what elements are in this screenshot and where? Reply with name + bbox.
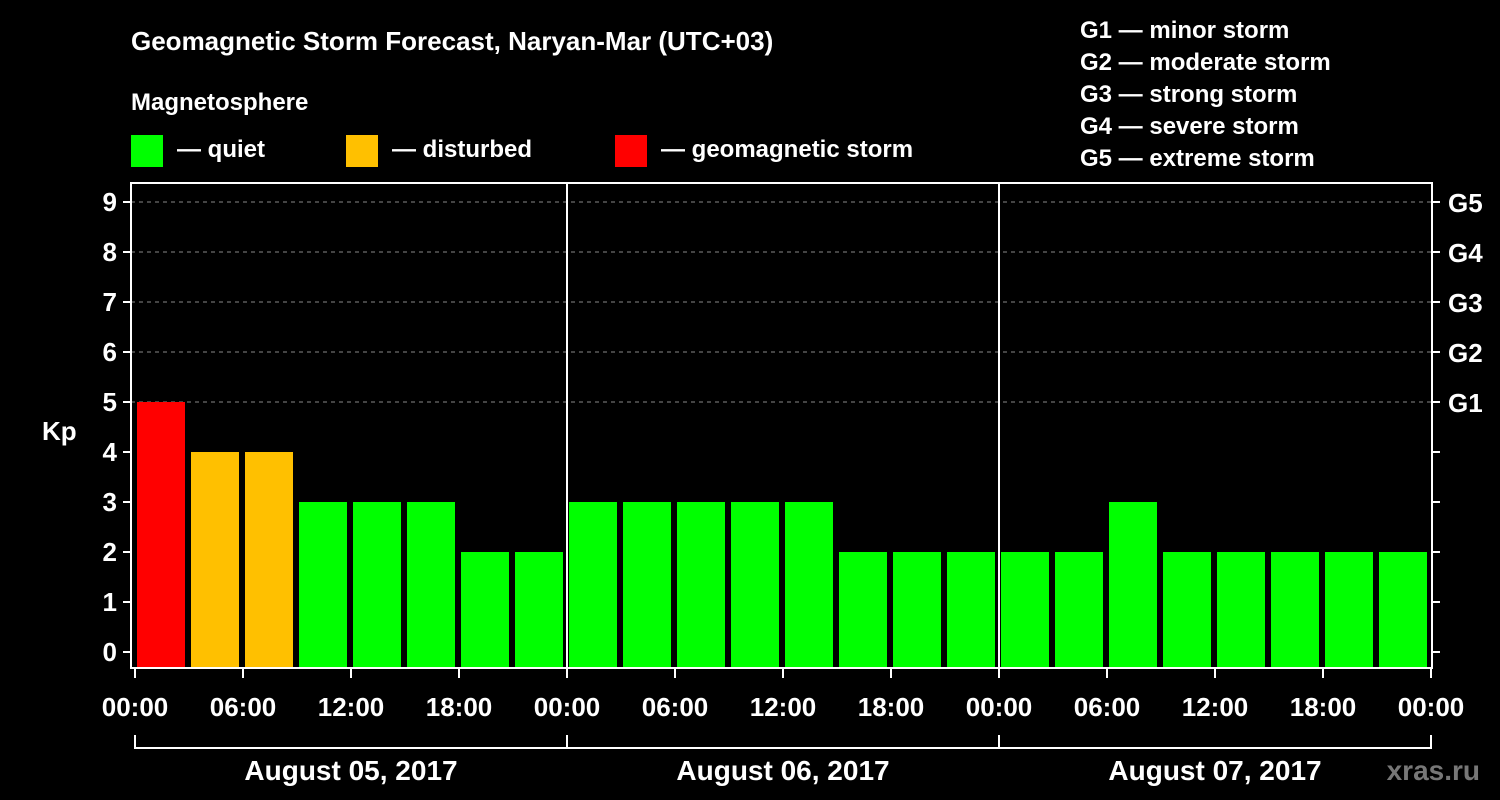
- bar-kp: [461, 552, 509, 667]
- day-label: August 07, 2017: [1108, 755, 1321, 786]
- x-tick-label: 18:00: [426, 692, 493, 722]
- legend-label: — quiet: [177, 136, 265, 163]
- g-scale-item: G3 — strong storm: [1080, 81, 1297, 108]
- bar-kp: [569, 502, 617, 667]
- g-tick-label: G3: [1448, 288, 1483, 318]
- y-tick-label: 4: [103, 437, 118, 467]
- bar-kp: [245, 452, 293, 667]
- g-tick-label: G5: [1448, 188, 1483, 218]
- g-tick-label: G2: [1448, 338, 1483, 368]
- x-tick-label: 00:00: [534, 692, 601, 722]
- bar-kp: [1055, 552, 1103, 667]
- x-tick-label: 18:00: [1290, 692, 1357, 722]
- chart-title: Geomagnetic Storm Forecast, Naryan-Mar (…: [131, 26, 773, 56]
- x-tick-label: 06:00: [642, 692, 709, 722]
- y-tick-label: 3: [103, 487, 117, 517]
- bar-kp: [1325, 552, 1373, 667]
- x-tick-label: 06:00: [1074, 692, 1141, 722]
- x-tick-label: 00:00: [966, 692, 1033, 722]
- plot-frame: [130, 182, 1433, 669]
- legend-swatch: [131, 135, 163, 167]
- y-tick-label: 6: [103, 337, 117, 367]
- legend-label: — disturbed: [392, 136, 532, 163]
- legend-swatch: [615, 135, 647, 167]
- bar-kp: [947, 552, 995, 667]
- bar-kp: [1379, 552, 1427, 667]
- x-tick-label: 12:00: [1182, 692, 1249, 722]
- bar-kp: [1163, 552, 1211, 667]
- y-tick-label: 9: [103, 187, 117, 217]
- legend-swatch: [346, 135, 378, 167]
- g-tick-label: G1: [1448, 388, 1483, 418]
- x-tick-label: 18:00: [858, 692, 925, 722]
- g-scale-item: G5 — extreme storm: [1080, 145, 1315, 172]
- g-scale-item: G4 — severe storm: [1080, 113, 1299, 140]
- bar-kp: [191, 452, 239, 667]
- legend-title: Magnetosphere: [131, 89, 308, 116]
- y-tick-label: 2: [103, 537, 117, 567]
- bar-kp: [677, 502, 725, 667]
- y-axis-label: Kp: [42, 416, 77, 446]
- bar-kp: [893, 552, 941, 667]
- bar-kp: [1271, 552, 1319, 667]
- y-tick-label: 1: [103, 587, 117, 617]
- bar-kp: [353, 502, 401, 667]
- bar-kp: [623, 502, 671, 667]
- day-label: August 05, 2017: [244, 755, 457, 786]
- g-tick-label: G4: [1448, 238, 1483, 268]
- bar-kp: [785, 502, 833, 667]
- bar-kp: [299, 502, 347, 667]
- day-label: August 06, 2017: [676, 755, 889, 786]
- x-tick-label: 12:00: [318, 692, 385, 722]
- y-tick-label: 5: [103, 387, 117, 417]
- legend-label: — geomagnetic storm: [661, 136, 913, 163]
- y-tick-label: 7: [103, 287, 117, 317]
- watermark: xras.ru: [1387, 755, 1480, 786]
- x-tick-label: 00:00: [1398, 692, 1465, 722]
- x-tick-label: 06:00: [210, 692, 277, 722]
- y-tick-label: 0: [103, 637, 117, 667]
- bar-kp: [515, 552, 563, 667]
- bar-kp: [839, 552, 887, 667]
- g-scale-item: G1 — minor storm: [1080, 17, 1289, 44]
- bar-kp: [1109, 502, 1157, 667]
- g-scale-item: G2 — moderate storm: [1080, 49, 1331, 76]
- bar-kp: [1001, 552, 1049, 667]
- x-tick-label: 00:00: [102, 692, 169, 722]
- bar-kp: [1217, 552, 1265, 667]
- y-tick-label: 8: [103, 237, 117, 267]
- bar-kp: [731, 502, 779, 667]
- x-tick-label: 12:00: [750, 692, 817, 722]
- day-bracket: [134, 735, 1432, 749]
- bar-kp: [137, 402, 185, 667]
- bar-kp: [407, 502, 455, 667]
